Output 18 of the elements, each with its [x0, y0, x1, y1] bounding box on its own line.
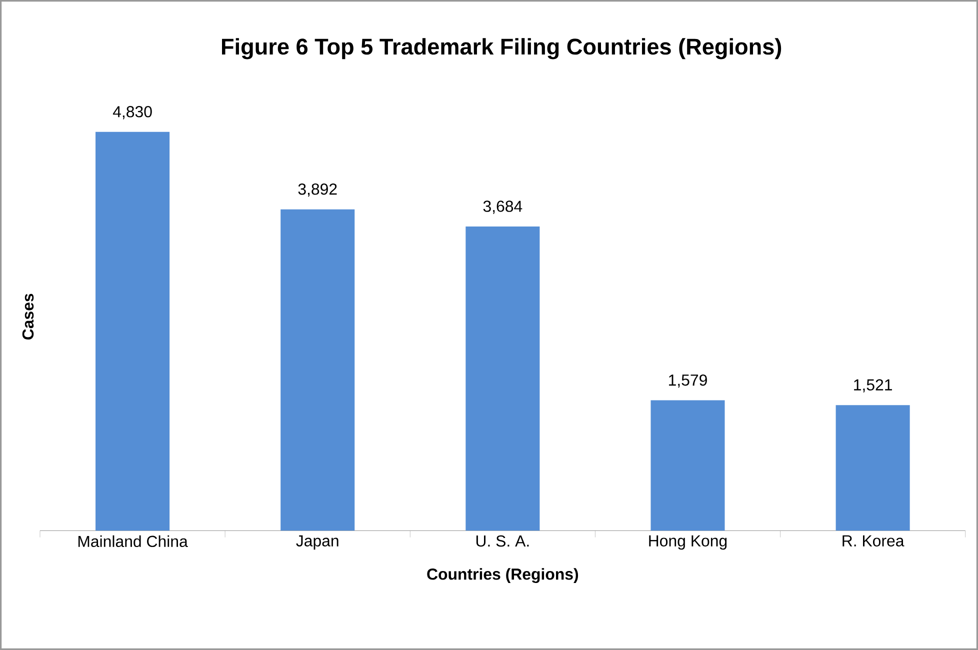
bar [280, 209, 355, 531]
bar [650, 400, 725, 531]
x-axis-title: Countries (Regions) [427, 568, 578, 584]
data-label: 3,892 [298, 183, 337, 197]
data-label: 4,830 [112, 106, 152, 120]
x-tick-label: Mainland China [78, 535, 188, 548]
data-label: 1,579 [669, 374, 707, 388]
x-tick-label: R. Korea [842, 535, 904, 546]
chart-title: Figure 6 Top 5 Trademark Filing Countries (Regions) [222, 38, 782, 60]
x-tick-label: Japan [296, 535, 338, 550]
x-tick-label: U. S. A. [476, 535, 529, 547]
data-label: 3,684 [483, 200, 522, 214]
y-axis-title: Cases [22, 294, 34, 340]
bar [836, 405, 910, 531]
x-tick-label: Hong Kong [649, 535, 727, 550]
bar [96, 132, 170, 531]
bar [466, 226, 540, 531]
data-label: 1,521 [854, 379, 892, 392]
